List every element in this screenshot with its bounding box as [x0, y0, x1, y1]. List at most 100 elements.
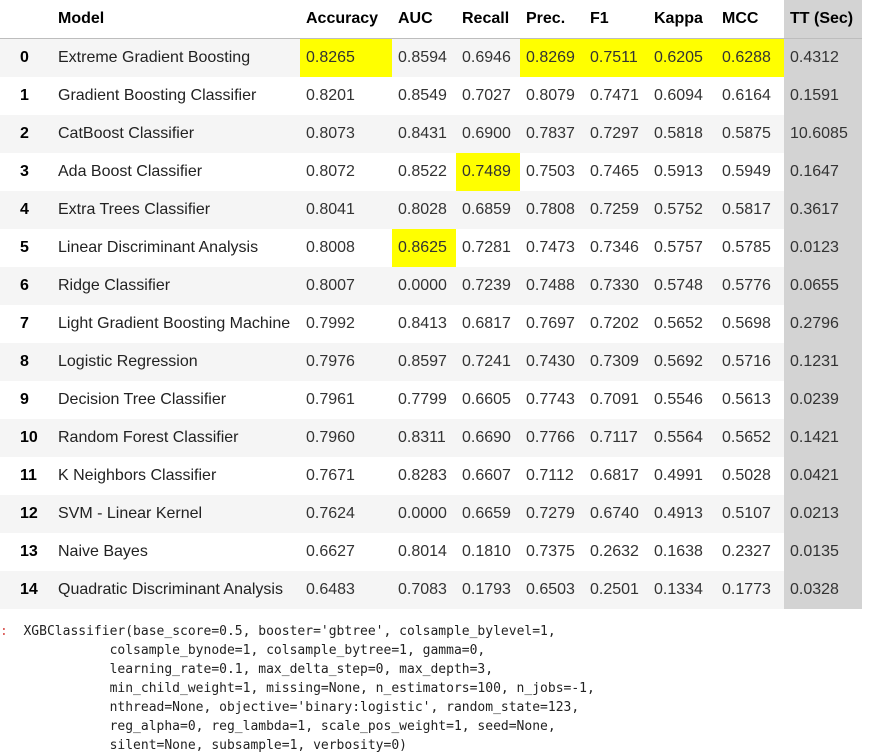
recall-cell: 0.6605 — [456, 381, 520, 419]
kappa-cell: 0.5913 — [648, 153, 716, 191]
model-name-cell: Linear Discriminant Analysis — [52, 229, 300, 267]
mcc-cell: 0.5698 — [716, 305, 784, 343]
accuracy-cell: 0.7624 — [300, 495, 392, 533]
model-name-cell: Decision Tree Classifier — [52, 381, 300, 419]
auc-cell: 0.8522 — [392, 153, 456, 191]
auc-cell: 0.8431 — [392, 115, 456, 153]
f1-cell: 0.2501 — [584, 571, 648, 609]
header-model: Model — [52, 0, 300, 39]
row-index: 1 — [0, 77, 52, 115]
row-index: 8 — [0, 343, 52, 381]
model-name-cell: CatBoost Classifier — [52, 115, 300, 153]
accuracy-cell: 0.6627 — [300, 533, 392, 571]
accuracy-cell: 0.8041 — [300, 191, 392, 229]
tt-sec-cell: 0.1421 — [784, 419, 862, 457]
output-line: XGBClassifier(base_score=0.5, booster='g… — [23, 624, 556, 639]
header-accuracy: Accuracy — [300, 0, 392, 39]
f1-cell: 0.7330 — [584, 267, 648, 305]
f1-cell: 0.2632 — [584, 533, 648, 571]
kappa-cell: 0.5748 — [648, 267, 716, 305]
row-index: 13 — [0, 533, 52, 571]
kappa-cell: 0.5752 — [648, 191, 716, 229]
recall-cell: 0.6817 — [456, 305, 520, 343]
precision-cell: 0.7112 — [520, 457, 584, 495]
row-index: 4 — [0, 191, 52, 229]
accuracy-cell: 0.8008 — [300, 229, 392, 267]
f1-cell: 0.7117 — [584, 419, 648, 457]
precision-cell: 0.7697 — [520, 305, 584, 343]
auc-cell: 0.8413 — [392, 305, 456, 343]
f1-cell: 0.6817 — [584, 457, 648, 495]
auc-cell: 0.8014 — [392, 533, 456, 571]
row-index: 7 — [0, 305, 52, 343]
f1-cell: 0.7309 — [584, 343, 648, 381]
f1-cell: 0.7202 — [584, 305, 648, 343]
header-kappa: Kappa — [648, 0, 716, 39]
precision-cell: 0.8269 — [520, 38, 584, 77]
model-name-cell: SVM - Linear Kernel — [52, 495, 300, 533]
accuracy-cell: 0.8007 — [300, 267, 392, 305]
mcc-cell: 0.5028 — [716, 457, 784, 495]
mcc-cell: 0.1773 — [716, 571, 784, 609]
table-row: 5 Linear Discriminant Analysis 0.8008 0.862… — [0, 229, 862, 267]
row-index: 11 — [0, 457, 52, 495]
output-line: learning_rate=0.1, max_delta_step=0, max… — [0, 662, 494, 677]
model-output: : XGBClassifier(base_score=0.5, booster=… — [0, 622, 595, 755]
auc-cell: 0.8549 — [392, 77, 456, 115]
precision-cell: 0.8079 — [520, 77, 584, 115]
f1-cell: 0.6740 — [584, 495, 648, 533]
model-name-cell: Quadratic Discriminant Analysis — [52, 571, 300, 609]
row-index: 6 — [0, 267, 52, 305]
model-name-cell: Random Forest Classifier — [52, 419, 300, 457]
tt-sec-cell: 0.0328 — [784, 571, 862, 609]
accuracy-cell: 0.8201 — [300, 77, 392, 115]
model-name-cell: Naive Bayes — [52, 533, 300, 571]
mcc-cell: 0.6288 — [716, 38, 784, 77]
accuracy-cell: 0.7671 — [300, 457, 392, 495]
row-index: 2 — [0, 115, 52, 153]
header-recall: Recall — [456, 0, 520, 39]
table-row: 8 Logistic Regression 0.7976 0.8597 0.7241 0.… — [0, 343, 862, 381]
kappa-cell: 0.5818 — [648, 115, 716, 153]
auc-cell: 0.0000 — [392, 495, 456, 533]
recall-cell: 0.6859 — [456, 191, 520, 229]
f1-cell: 0.7346 — [584, 229, 648, 267]
table-row: 2 CatBoost Classifier 0.8073 0.8431 0.6900 0.… — [0, 115, 862, 153]
auc-cell: 0.7083 — [392, 571, 456, 609]
row-index: 5 — [0, 229, 52, 267]
precision-cell: 0.7743 — [520, 381, 584, 419]
recall-cell: 0.6900 — [456, 115, 520, 153]
mcc-cell: 0.5785 — [716, 229, 784, 267]
f1-cell: 0.7259 — [584, 191, 648, 229]
f1-cell: 0.7471 — [584, 77, 648, 115]
recall-cell: 0.7489 — [456, 153, 520, 191]
model-comparison-table: Model Accuracy AUC Recall Prec. F1 Kappa… — [0, 0, 862, 609]
kappa-cell: 0.5692 — [648, 343, 716, 381]
tt-sec-cell: 0.4312 — [784, 38, 862, 77]
precision-cell: 0.7766 — [520, 419, 584, 457]
tt-sec-cell: 0.0421 — [784, 457, 862, 495]
kappa-cell: 0.6094 — [648, 77, 716, 115]
tt-sec-cell: 0.2796 — [784, 305, 862, 343]
model-name-cell: Ada Boost Classifier — [52, 153, 300, 191]
model-name-cell: K Neighbors Classifier — [52, 457, 300, 495]
row-index: 10 — [0, 419, 52, 457]
mcc-cell: 0.2327 — [716, 533, 784, 571]
table-row: 13 Naive Bayes 0.6627 0.8014 0.1810 0.7375 0.2… — [0, 533, 862, 571]
precision-cell: 0.7279 — [520, 495, 584, 533]
precision-cell: 0.7837 — [520, 115, 584, 153]
kappa-cell: 0.4913 — [648, 495, 716, 533]
kappa-cell: 0.5757 — [648, 229, 716, 267]
tt-sec-cell: 0.0239 — [784, 381, 862, 419]
kappa-cell: 0.5546 — [648, 381, 716, 419]
row-index: 14 — [0, 571, 52, 609]
recall-cell: 0.6946 — [456, 38, 520, 77]
auc-cell: 0.8311 — [392, 419, 456, 457]
auc-cell: 0.8283 — [392, 457, 456, 495]
table-row: 9 Decision Tree Classifier 0.7961 0.7799 0.6… — [0, 381, 862, 419]
output-line: colsample_bynode=1, colsample_bytree=1, … — [0, 643, 486, 658]
recall-cell: 0.1793 — [456, 571, 520, 609]
auc-cell: 0.8028 — [392, 191, 456, 229]
output-line: min_child_weight=1, missing=None, n_esti… — [0, 681, 595, 696]
header-tt-sec: TT (Sec) — [784, 0, 862, 39]
